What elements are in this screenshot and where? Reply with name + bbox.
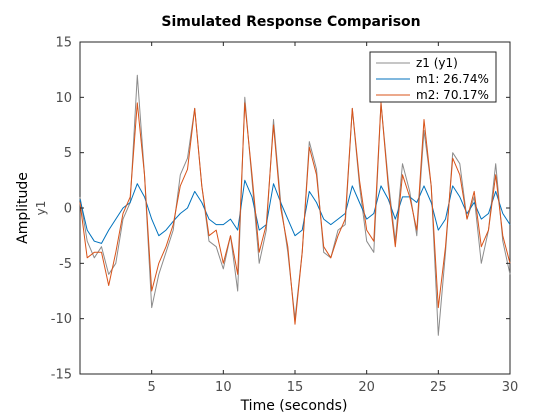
y-tick-label-6: 15 xyxy=(55,36,72,51)
legend-entry-m1: m1: 26.74% xyxy=(416,72,489,86)
legend-entry-m2: m2: 70.17% xyxy=(416,88,489,102)
x-tick-label-1: 10 xyxy=(215,380,232,395)
y-axis-sublabel: y1 xyxy=(34,201,48,216)
series-layer xyxy=(79,74,511,336)
ticks-layer: 5 10 15 20 25 30 -15 -10 -5 0 5 10 15 xyxy=(51,36,519,396)
series-line-1 xyxy=(79,179,511,244)
series-line-0 xyxy=(79,74,511,336)
y-axis-label: Amplitude xyxy=(15,172,31,244)
y-tick-label-1: -10 xyxy=(51,312,72,327)
chart-title: Simulated Response Comparison xyxy=(161,14,420,30)
legend-entry-z1: z1 (y1) xyxy=(416,56,458,70)
x-tick-label-0: 5 xyxy=(148,380,156,395)
y-tick-label-0: -15 xyxy=(51,368,72,383)
x-tick-label-2: 15 xyxy=(287,380,304,395)
x-axis-label: Time (seconds) xyxy=(240,398,348,414)
x-tick-label-5: 30 xyxy=(502,380,519,395)
legend-box xyxy=(369,51,497,103)
y-tick-label-2: -5 xyxy=(59,257,72,272)
series-line-2 xyxy=(79,102,511,325)
y-tick-label-5: 10 xyxy=(55,91,72,106)
x-tick-label-3: 20 xyxy=(358,380,375,395)
y-tick-label-4: 5 xyxy=(64,146,72,161)
legend: z1 (y1) m1: 26.74% m2: 70.17% xyxy=(369,51,497,103)
y-tick-label-3: 0 xyxy=(64,202,72,217)
x-tick-label-4: 25 xyxy=(430,380,447,395)
